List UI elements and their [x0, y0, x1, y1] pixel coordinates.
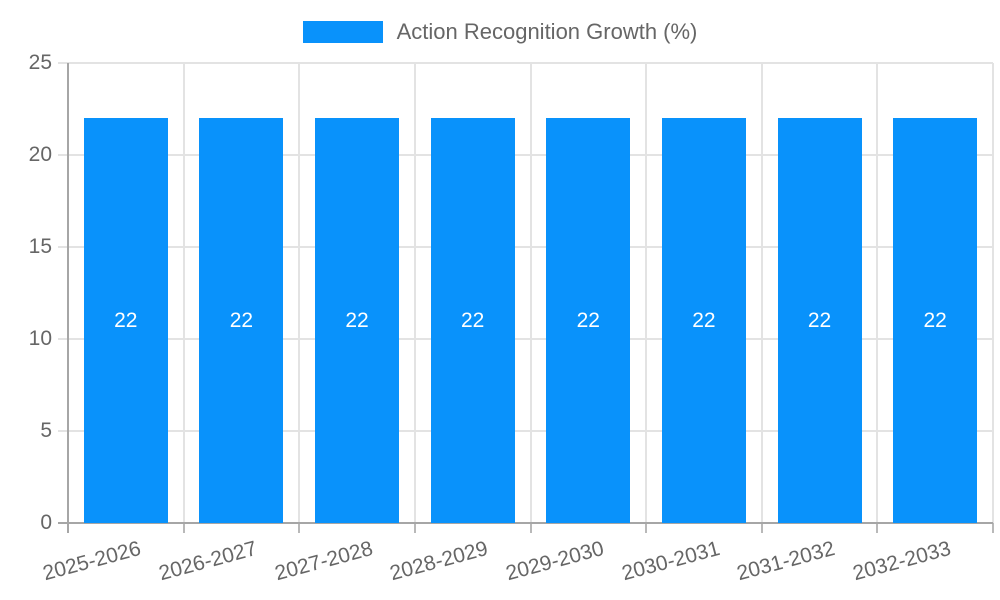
y-tick-label: 10 — [28, 327, 52, 350]
x-gridline — [645, 63, 648, 523]
bar-value-label: 22 — [923, 308, 947, 332]
y-tick-mark — [58, 62, 68, 64]
x-axis-label: 2030-2031 — [618, 537, 722, 586]
legend[interactable]: Action Recognition Growth (%) — [0, 19, 1000, 45]
bar[interactable]: 22 — [199, 118, 284, 523]
y-tick-mark — [58, 430, 68, 432]
x-gridline — [760, 63, 763, 523]
bar[interactable]: 22 — [661, 118, 746, 523]
legend-swatch[interactable] — [302, 21, 383, 43]
bar-value-label: 22 — [576, 308, 600, 332]
y-tick-label: 0 — [40, 511, 52, 534]
bar-value-label: 22 — [807, 308, 832, 332]
x-axis-line — [58, 522, 993, 524]
x-tick-mark — [645, 523, 648, 533]
y-axis-line — [67, 63, 69, 533]
bar[interactable]: 22 — [777, 118, 862, 523]
y-tick-label: 15 — [28, 235, 52, 258]
y-tick-label: 5 — [40, 419, 52, 442]
bar-value-label: 22 — [461, 308, 485, 332]
x-axis-label: 2026-2027 — [156, 537, 260, 586]
x-axis-label: 2025-2026 — [40, 537, 144, 586]
y-tick-mark — [58, 246, 68, 248]
x-axis-label: 2028-2029 — [387, 537, 491, 586]
bar[interactable]: 22 — [430, 118, 515, 523]
x-gridline — [992, 63, 994, 523]
x-tick-mark — [876, 523, 879, 533]
x-tick-mark — [992, 523, 994, 533]
x-gridline — [182, 63, 185, 523]
bar-value-label: 22 — [114, 308, 138, 332]
y-tick-label: 20 — [28, 143, 52, 166]
bar-value-label: 22 — [345, 308, 369, 332]
x-gridline — [529, 63, 532, 523]
bar[interactable]: 22 — [893, 118, 978, 523]
x-axis-label: 2032-2033 — [850, 537, 954, 586]
x-axis-label: 2029-2030 — [503, 537, 607, 586]
x-tick-mark — [760, 523, 763, 533]
y-tick-label: 25 — [28, 51, 52, 74]
bar[interactable]: 22 — [315, 118, 400, 523]
y-tick-mark — [58, 338, 68, 340]
x-gridline — [298, 63, 301, 523]
y-tick-mark — [58, 154, 68, 156]
legend-label: Action Recognition Growth (%) — [396, 19, 698, 44]
x-axis-label: 2027-2028 — [272, 537, 376, 586]
x-tick-mark — [182, 523, 185, 533]
bar-value-label: 22 — [229, 308, 254, 332]
x-gridline — [413, 63, 416, 523]
x-tick-mark — [413, 523, 416, 533]
bar-value-label: 22 — [692, 308, 716, 332]
bar[interactable]: 22 — [546, 118, 631, 523]
bar[interactable]: 22 — [83, 118, 168, 523]
x-tick-mark — [298, 523, 301, 533]
x-tick-mark — [529, 523, 532, 533]
x-gridline — [876, 63, 879, 523]
x-axis-label: 2031-2032 — [734, 537, 838, 586]
